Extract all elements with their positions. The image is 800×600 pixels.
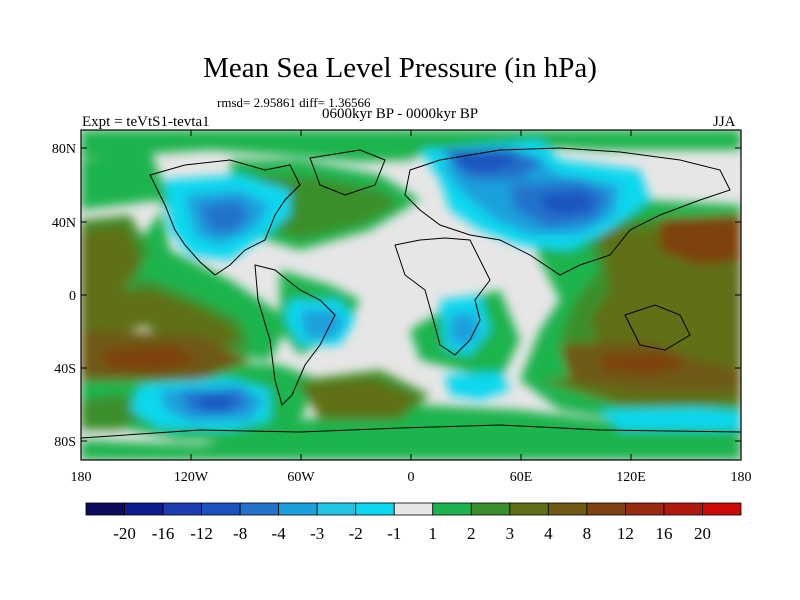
coastlines xyxy=(81,147,741,439)
colorbar-swatch xyxy=(239,502,280,516)
lon-tick-label: 60E xyxy=(510,470,533,485)
colorbar-swatch xyxy=(547,502,588,516)
colorbar-label: -4 xyxy=(272,524,287,543)
plot-title: Mean Sea Level Pressure (in hPa) xyxy=(203,52,597,84)
colorbar-swatch xyxy=(124,502,164,516)
lon-tick-label: 120E xyxy=(616,470,646,485)
colorbar-label: 8 xyxy=(583,524,592,543)
colorbar-label: -3 xyxy=(310,524,324,543)
colorbar-swatch xyxy=(432,502,472,516)
colorbar-swatch xyxy=(663,502,703,516)
lon-tick-label: 0 xyxy=(408,470,415,485)
colorbar-label: 1 xyxy=(429,524,438,543)
colorbar-label: 2 xyxy=(467,524,476,543)
lat-tick-label: 40N xyxy=(52,216,76,231)
colorbar-swatch xyxy=(316,502,357,516)
colorbar-swatch xyxy=(625,502,665,516)
lat-tick-label: 80S xyxy=(54,435,76,450)
lat-tick-label: 0 xyxy=(69,289,76,304)
colorbar-label: -16 xyxy=(152,524,175,543)
colorbar-swatch xyxy=(393,502,434,516)
lon-tick-label: 60W xyxy=(287,470,315,485)
rmsd-diff-text: rmsd= 2.95861 diff= 1.36566 xyxy=(217,95,371,110)
colorbar-label: 20 xyxy=(694,524,711,543)
colorbar-label: -2 xyxy=(349,524,363,543)
colorbar-swatch xyxy=(278,502,318,516)
colorbar-swatch xyxy=(470,502,511,516)
colorbar-swatch xyxy=(702,502,742,516)
colorbar-label: -8 xyxy=(233,524,247,543)
lat-tick-label: 40S xyxy=(54,362,76,377)
colorbar-swatch xyxy=(509,502,549,516)
colorbar-label: 4 xyxy=(544,524,553,543)
colorbar-label: -12 xyxy=(190,524,213,543)
lon-tick-label: 180 xyxy=(731,470,752,485)
colorbar-label: 16 xyxy=(655,524,672,543)
colorbar-swatch xyxy=(586,502,626,516)
colorbar-label: -20 xyxy=(113,524,136,543)
colorbar-label: 12 xyxy=(617,524,634,543)
colorbar-swatch xyxy=(355,502,395,516)
colorbar-label: -1 xyxy=(387,524,401,543)
colorbar-swatch xyxy=(85,502,125,516)
lon-tick-label: 180 xyxy=(71,470,92,485)
longitude-axis: 180 120W 60W 0 60E 120E 180 xyxy=(71,470,752,485)
pressure-field xyxy=(81,130,741,460)
colorbar-label: 3 xyxy=(506,524,515,543)
lat-tick-label: 80N xyxy=(52,142,76,157)
period-text: 0600kyr BP - 0000kyr BP xyxy=(322,106,479,122)
lon-tick-label: 120W xyxy=(174,470,209,485)
season-label: JJA xyxy=(713,114,736,130)
colorbar: -20 -16 -12 -8 -4 -3 -2 -1 1 2 3 4 8 12 16 20 xyxy=(85,502,742,543)
latitude-axis: 80N 40N 0 40S 80S xyxy=(52,142,76,450)
colorbar-swatch xyxy=(162,502,202,516)
plot-frame xyxy=(80,129,742,461)
colorbar-swatch xyxy=(201,502,241,516)
experiment-label: Expt = teVtS1-tevta1 xyxy=(82,114,210,130)
